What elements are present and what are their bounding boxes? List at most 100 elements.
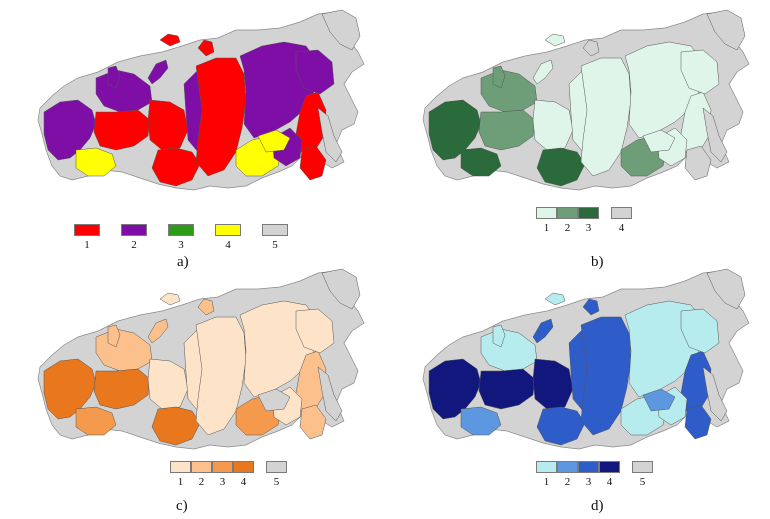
- region-altai: [536, 406, 586, 446]
- island-3: [147, 59, 169, 85]
- map-panel-d: 1 2 3 4 5 d): [385, 259, 770, 518]
- island-3: [147, 318, 169, 344]
- choropleth-map-d: [422, 268, 750, 450]
- legend-item: 2: [191, 461, 212, 488]
- legend-item: 1: [74, 224, 100, 251]
- region-chukotka: [321, 268, 361, 310]
- legend-label: 5: [272, 239, 278, 251]
- legend-c: 1 2 3 4 5: [170, 461, 287, 488]
- region-south: [460, 406, 502, 436]
- legend-swatch: [233, 461, 254, 473]
- legend-item: 1: [536, 461, 557, 488]
- region-sakha2: [642, 388, 676, 412]
- legend-label: 2: [131, 239, 137, 251]
- legend-item: 5: [266, 461, 287, 488]
- island-2: [197, 298, 215, 316]
- region-west: [43, 358, 97, 420]
- legend-label: 1: [543, 476, 550, 488]
- region-chukotka: [706, 9, 746, 51]
- choropleth-map-c: [37, 268, 365, 450]
- legend-d: 1 2 3 4 5: [536, 461, 653, 488]
- choropleth-map-b: [422, 9, 750, 191]
- island-2: [197, 39, 215, 57]
- legend-item: 5: [262, 224, 288, 251]
- island-1: [159, 33, 181, 47]
- legend-item: 5: [632, 461, 653, 488]
- legend-item: 2: [557, 461, 578, 488]
- legend-item: 3: [578, 207, 599, 234]
- legend-a: 1 2 3 4 5: [74, 224, 288, 251]
- legend-swatch: [212, 461, 233, 473]
- legend-label: 3: [178, 239, 184, 251]
- legend-item: 4: [599, 461, 620, 488]
- legend-swatch: [611, 207, 632, 219]
- region-primorye: [684, 145, 712, 181]
- legend-label: 2: [564, 222, 571, 234]
- legend-label: 4: [606, 476, 613, 488]
- region-primorye: [684, 404, 712, 440]
- legend-label: 2: [198, 476, 205, 488]
- island-1: [544, 33, 566, 47]
- legend-swatch: [74, 224, 100, 236]
- legend-label: 4: [240, 476, 247, 488]
- legend-label: 2: [564, 476, 571, 488]
- legend-swatch: [191, 461, 212, 473]
- legend-label: 3: [585, 222, 592, 234]
- island-4: [107, 324, 121, 348]
- region-kamchatka: [702, 107, 728, 163]
- legend-swatch: [536, 207, 557, 219]
- island-4: [492, 324, 506, 348]
- region-ural: [532, 99, 574, 151]
- legend-label: 1: [543, 222, 550, 234]
- legend-item: 4: [215, 224, 241, 251]
- legend-swatch: [557, 207, 578, 219]
- legend-label: 4: [225, 239, 231, 251]
- island-2: [582, 298, 600, 316]
- legend-b: 1 2 3 4: [536, 207, 632, 234]
- island-3: [532, 318, 554, 344]
- region-center: [93, 368, 151, 410]
- region-magadan: [295, 49, 335, 95]
- region-magadan: [680, 49, 720, 95]
- legend-label: 4: [618, 222, 625, 234]
- region-center: [93, 109, 151, 151]
- region-kamchatka: [702, 366, 728, 422]
- panel-label-d: d): [591, 498, 604, 514]
- region-altai: [151, 147, 201, 187]
- island-1: [544, 292, 566, 306]
- legend-item: 2: [557, 207, 578, 234]
- region-sakha2: [257, 388, 291, 412]
- legend-item: 1: [170, 461, 191, 488]
- legend-swatch: [121, 224, 147, 236]
- region-chukotka: [706, 268, 746, 310]
- region-primorye: [299, 404, 327, 440]
- island-4: [492, 65, 506, 89]
- choropleth-map-a: [37, 9, 365, 191]
- region-kamchatka: [317, 107, 343, 163]
- legend-label: 1: [84, 239, 90, 251]
- region-west: [428, 99, 482, 161]
- region-kamchatka: [317, 366, 343, 422]
- legend-label: 3: [585, 476, 592, 488]
- region-magadan: [680, 308, 720, 354]
- region-center: [478, 368, 536, 410]
- legend-swatch: [599, 461, 620, 473]
- map-panel-c: 1 2 3 4 5 c): [0, 259, 385, 518]
- region-ural: [532, 358, 574, 410]
- legend-item: 1: [536, 207, 557, 234]
- legend-label: 5: [639, 476, 646, 488]
- region-west: [43, 99, 97, 161]
- map-panel-b: 1 2 3 4 b): [385, 0, 770, 270]
- legend-swatch: [536, 461, 557, 473]
- legend-label: 5: [273, 476, 280, 488]
- legend-item: 4: [233, 461, 254, 488]
- legend-swatch: [262, 224, 288, 236]
- map-panel-a: 1 2 3 4 5 a): [0, 0, 385, 270]
- region-magadan: [295, 308, 335, 354]
- region-primorye: [299, 145, 327, 181]
- region-center: [478, 109, 536, 151]
- island-3: [532, 59, 554, 85]
- legend-swatch: [557, 461, 578, 473]
- panel-label-b: b): [591, 254, 604, 270]
- island-2: [582, 39, 600, 57]
